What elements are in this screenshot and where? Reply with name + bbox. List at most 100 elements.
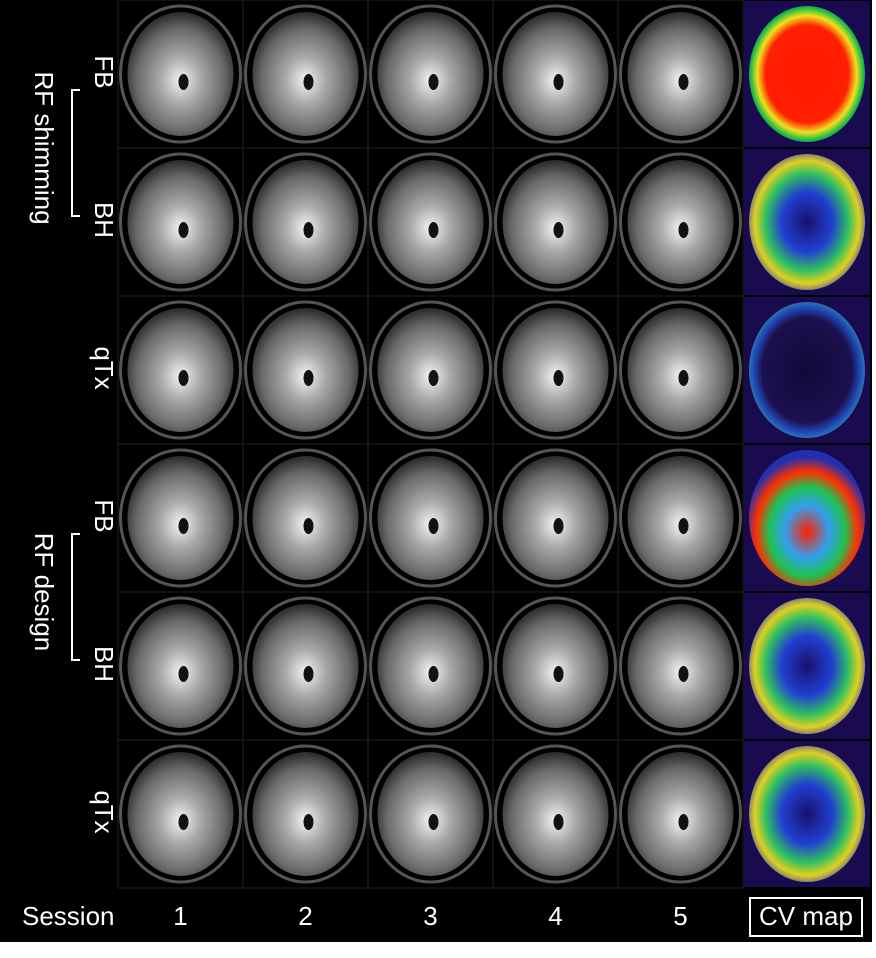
brain-image xyxy=(377,308,484,432)
session-number: 5 xyxy=(673,901,687,931)
group-label: RF design xyxy=(29,533,59,652)
skull xyxy=(119,744,242,884)
skull xyxy=(369,300,492,440)
brain-image xyxy=(127,456,234,580)
session-label: Session xyxy=(22,901,115,931)
brain-feature xyxy=(303,74,314,90)
brain-image xyxy=(127,12,234,136)
skull xyxy=(244,744,367,884)
brain-image xyxy=(502,12,609,136)
brain-feature xyxy=(303,518,314,534)
brain-feature xyxy=(553,222,564,238)
brain-feature xyxy=(553,666,564,682)
skull xyxy=(119,300,242,440)
brain-feature xyxy=(553,814,564,830)
skull xyxy=(244,448,367,588)
cv-map xyxy=(749,6,865,142)
brain-image xyxy=(377,160,484,284)
brain-image xyxy=(127,752,234,876)
skull xyxy=(494,152,617,292)
brain-feature xyxy=(178,74,189,90)
brain-image xyxy=(252,308,359,432)
bracket xyxy=(71,533,80,661)
brain-image xyxy=(377,604,484,728)
brain-feature xyxy=(428,814,439,830)
skull xyxy=(619,448,742,588)
skull xyxy=(619,300,742,440)
brain-image xyxy=(377,12,484,136)
skull xyxy=(494,744,617,884)
skull xyxy=(244,4,367,144)
brain-image xyxy=(502,752,609,876)
brain-image xyxy=(502,160,609,284)
skull xyxy=(369,448,492,588)
skull xyxy=(119,152,242,292)
brain-image xyxy=(377,752,484,876)
skull xyxy=(369,744,492,884)
brain-image xyxy=(502,456,609,580)
brain-feature xyxy=(178,814,189,830)
skull xyxy=(494,300,617,440)
skull xyxy=(369,596,492,736)
brain-feature xyxy=(303,666,314,682)
row-label: BH xyxy=(89,646,119,682)
row-label: BH xyxy=(89,202,119,238)
skull xyxy=(369,4,492,144)
brain-feature xyxy=(428,370,439,386)
brain-image xyxy=(502,308,609,432)
brain-feature xyxy=(428,222,439,238)
skull xyxy=(119,448,242,588)
brain-feature xyxy=(303,222,314,238)
brain-feature xyxy=(678,518,689,534)
brain-image xyxy=(627,160,734,284)
session-number: 2 xyxy=(298,901,312,931)
brain-feature xyxy=(178,666,189,682)
brain-image xyxy=(377,456,484,580)
brain-image xyxy=(127,604,234,728)
cv-map xyxy=(749,746,865,882)
brain-feature xyxy=(678,666,689,682)
brain-feature xyxy=(553,518,564,534)
brain-feature xyxy=(678,370,689,386)
session-number: 4 xyxy=(548,901,562,931)
brain-feature xyxy=(428,666,439,682)
brain-feature xyxy=(678,222,689,238)
brain-feature xyxy=(428,518,439,534)
brain-feature xyxy=(553,74,564,90)
cv-map xyxy=(749,302,865,438)
skull xyxy=(619,4,742,144)
cv-map xyxy=(749,154,865,290)
brain-feature xyxy=(303,814,314,830)
skull xyxy=(619,744,742,884)
brain-image xyxy=(627,12,734,136)
group-label: RF shimming xyxy=(29,71,59,224)
brain-image xyxy=(252,752,359,876)
row-label: FB xyxy=(89,55,119,88)
row-label: FB xyxy=(89,499,119,532)
skull xyxy=(619,596,742,736)
session-number: 3 xyxy=(423,901,437,931)
brain-feature xyxy=(428,74,439,90)
cv-map xyxy=(749,598,865,734)
brain-feature xyxy=(178,518,189,534)
skull xyxy=(619,152,742,292)
skull xyxy=(244,152,367,292)
session-number: 1 xyxy=(173,901,187,931)
brain-feature xyxy=(178,370,189,386)
brain-image xyxy=(502,604,609,728)
cell-border xyxy=(617,739,744,889)
brain-feature xyxy=(303,370,314,386)
brain-image xyxy=(252,160,359,284)
skull xyxy=(494,4,617,144)
cv-map xyxy=(749,450,865,586)
brain-feature xyxy=(178,222,189,238)
brain-image xyxy=(252,604,359,728)
brain-image xyxy=(627,308,734,432)
brain-feature xyxy=(678,74,689,90)
skull xyxy=(244,596,367,736)
brain-image xyxy=(127,308,234,432)
cv-label: CV map xyxy=(759,901,853,931)
skull xyxy=(494,448,617,588)
skull xyxy=(244,300,367,440)
